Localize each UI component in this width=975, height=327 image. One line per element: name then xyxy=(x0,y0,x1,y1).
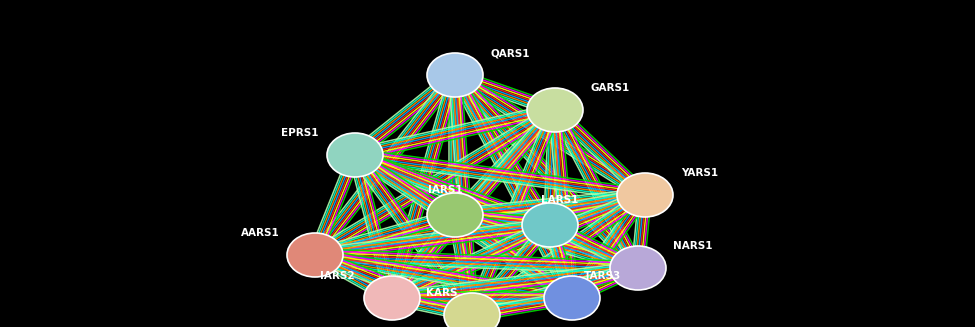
Ellipse shape xyxy=(287,233,343,277)
Ellipse shape xyxy=(522,203,578,247)
Text: EPRS1: EPRS1 xyxy=(281,128,319,138)
Text: NARS1: NARS1 xyxy=(674,241,713,251)
Text: IARS1: IARS1 xyxy=(428,185,462,195)
Text: QARS1: QARS1 xyxy=(490,48,529,58)
Text: GARS1: GARS1 xyxy=(591,83,630,93)
Text: AARS1: AARS1 xyxy=(241,228,280,238)
Ellipse shape xyxy=(427,193,483,237)
Ellipse shape xyxy=(527,88,583,132)
Ellipse shape xyxy=(364,276,420,320)
Text: YARS1: YARS1 xyxy=(682,168,719,178)
Ellipse shape xyxy=(617,173,673,217)
Ellipse shape xyxy=(327,133,383,177)
Text: KARS: KARS xyxy=(426,288,457,298)
Text: TARS3: TARS3 xyxy=(583,271,621,281)
Ellipse shape xyxy=(610,246,666,290)
Ellipse shape xyxy=(427,53,483,97)
Text: IARS2: IARS2 xyxy=(320,271,354,281)
Text: LARS1: LARS1 xyxy=(541,195,579,205)
Ellipse shape xyxy=(544,276,600,320)
Ellipse shape xyxy=(444,293,500,327)
